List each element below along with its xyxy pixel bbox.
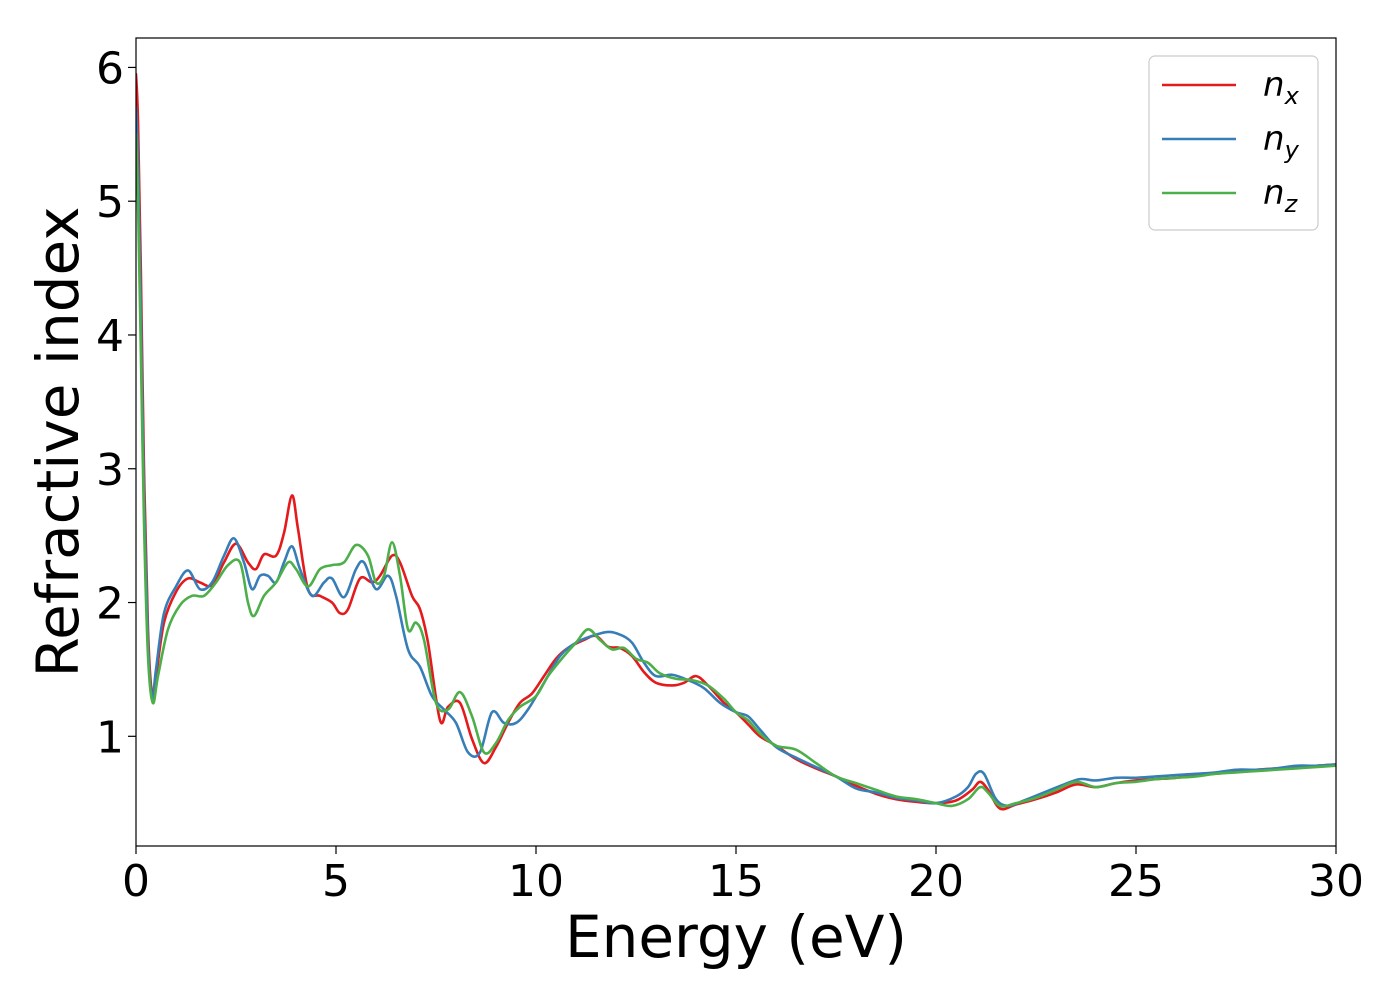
x-axis: 0 5 10 15 20 25 30 xyxy=(122,846,1364,907)
legend-box xyxy=(1148,55,1319,231)
series-line-nz xyxy=(136,133,1336,808)
x-axis-title: Energy (eV) xyxy=(565,903,907,971)
legend-label-nx: nx xyxy=(1263,65,1300,110)
x-tick-label: 20 xyxy=(908,856,964,907)
x-tick-label: 25 xyxy=(1108,856,1164,907)
legend: nx ny nz xyxy=(1148,55,1319,231)
y-tick-label: 3 xyxy=(96,445,124,496)
x-tick-label: 5 xyxy=(322,856,350,907)
y-tick-label: 5 xyxy=(96,177,124,228)
y-tick-label: 2 xyxy=(96,579,124,630)
x-tick-label: 10 xyxy=(508,856,564,907)
y-tick-label: 1 xyxy=(96,712,124,763)
y-tick-label: 4 xyxy=(96,311,124,362)
x-tick-label: 0 xyxy=(122,856,150,907)
x-tick-label: 30 xyxy=(1308,856,1364,907)
legend-label-ny: ny xyxy=(1263,119,1300,164)
y-tick-label: 6 xyxy=(96,43,124,94)
legend-label-nz: nz xyxy=(1263,173,1299,218)
y-axis: 1 2 3 4 5 6 xyxy=(96,43,136,763)
y-axis-title: Refractive index xyxy=(24,206,92,677)
x-tick-label: 15 xyxy=(708,856,764,907)
